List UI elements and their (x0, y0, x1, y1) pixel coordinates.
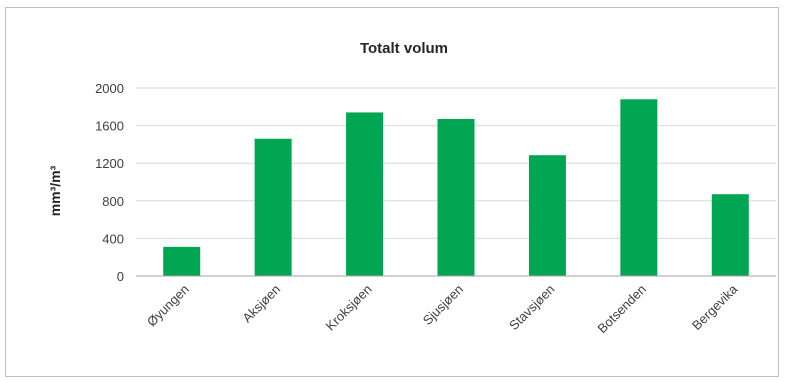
bars (163, 99, 749, 277)
y-tick-label: 400 (102, 231, 124, 246)
x-axis-labels: Øyungen Aksjøen Kroksjøen Sjusjøen Stavsjøen… (144, 281, 741, 336)
y-axis-ticks: 0 400 800 1200 1600 2000 (95, 81, 124, 284)
bar-chart: Totalt volum mm³/m³ 0400800120016002000 … (47, 40, 776, 336)
chart-title: Totalt volum (360, 40, 448, 57)
x-category-label: Øyungen (144, 282, 192, 330)
chart-frame: Totalt volum mm³/m³ 0 400 800 1200 1600 2000 … (5, 7, 779, 377)
y-tick-label: 2000 (95, 81, 124, 96)
y-tick-label: 800 (102, 194, 124, 209)
y-tick-label: 1200 (95, 156, 124, 171)
x-category-label: Sjusjøen (420, 282, 466, 328)
bar-5 (620, 99, 658, 276)
bar-1 (254, 138, 292, 276)
y-tick-label: 1600 (95, 119, 124, 134)
bar-6 (711, 194, 749, 276)
y-tick-label: 0 (117, 269, 124, 284)
bar-2 (346, 112, 384, 276)
x-category-label: Bergevika (689, 281, 741, 333)
y-axis-label: mm³/m³ (47, 165, 63, 216)
bar-4 (528, 155, 566, 276)
bar-0 (163, 246, 201, 276)
x-category-label: Aksjøen (239, 282, 283, 326)
x-category-label: Kroksjøen (323, 282, 375, 334)
x-category-label: Botsenden (594, 282, 649, 337)
x-category-label: Stavsjøen (506, 282, 557, 333)
bar-3 (437, 119, 475, 277)
